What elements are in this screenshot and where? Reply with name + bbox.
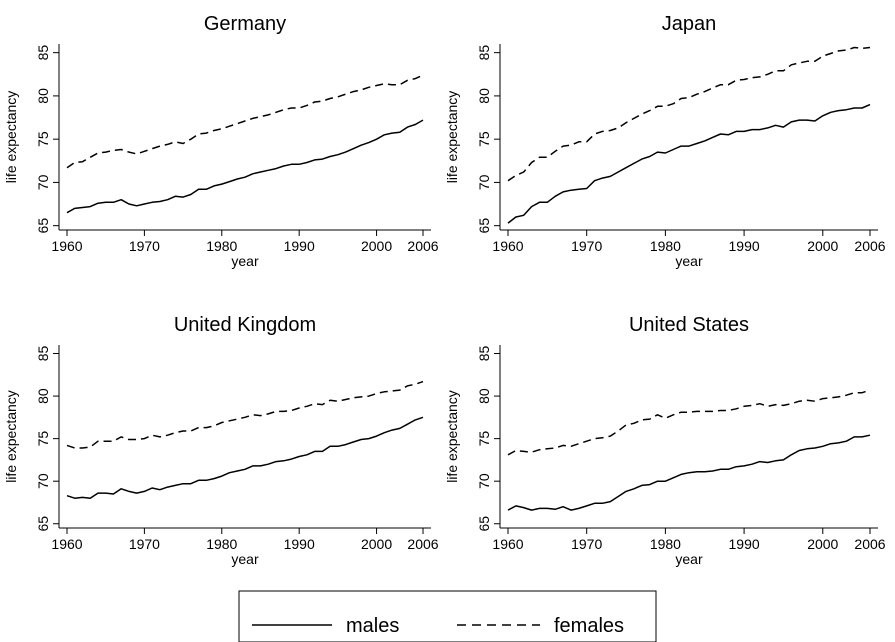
series-line-males <box>507 434 871 511</box>
legend: males females <box>238 590 657 642</box>
legend-box <box>238 590 657 642</box>
x-tick-label: 2006 <box>407 238 438 254</box>
legend-label-females: females <box>554 615 624 637</box>
panel-title: United Kingdom <box>174 314 316 336</box>
y-axis-label: life expectancy <box>3 390 19 483</box>
x-tick-label: 1960 <box>51 536 82 552</box>
y-axis-label: life expectancy <box>444 390 460 483</box>
x-tick-label: 1980 <box>206 536 237 552</box>
x-tick-label: 1990 <box>284 536 315 552</box>
panel-title: Germany <box>204 13 286 35</box>
x-tick-label: 2000 <box>361 536 392 552</box>
y-tick-label: 75 <box>476 431 492 447</box>
y-tick-label: 80 <box>35 88 51 104</box>
y-tick-label: 80 <box>35 388 51 404</box>
x-tick-label: 2000 <box>361 238 392 254</box>
y-tick-label: 85 <box>476 45 492 61</box>
y-tick-label: 75 <box>476 131 492 147</box>
x-tick-label: 1980 <box>650 536 681 552</box>
y-tick-label: 65 <box>476 218 492 234</box>
panel-germany: Germany 65 70 75 80 85 1960 1970 1980 1990 2000 200… <box>3 13 439 269</box>
series-line-females <box>507 46 871 182</box>
series-line-males <box>66 416 424 499</box>
y-tick-label: 75 <box>35 131 51 147</box>
x-tick-label: 1970 <box>129 536 160 552</box>
y-tick-label: 70 <box>35 473 51 489</box>
y-tick-label: 70 <box>35 174 51 190</box>
y-axis-label: life expectancy <box>3 91 19 184</box>
x-tick-label: 1990 <box>729 238 760 254</box>
y-tick-label: 65 <box>35 218 51 234</box>
panel-united-states: United States 65 70 75 80 85 1960 1970 1980 1990 2… <box>444 314 886 567</box>
x-tick-label: 1980 <box>206 238 237 254</box>
panel-united-kingdom: United Kingdom 65 70 75 80 85 1960 1970 1980 1990… <box>3 314 439 567</box>
x-tick-label: 1960 <box>492 536 523 552</box>
x-tick-label: 1970 <box>571 536 602 552</box>
legend-label-males: males <box>346 615 399 637</box>
x-tick-label: 1970 <box>571 238 602 254</box>
y-tick-label: 75 <box>35 431 51 447</box>
y-tick-label: 80 <box>476 388 492 404</box>
x-tick-label: 2006 <box>854 536 885 552</box>
series-line-females <box>507 389 871 456</box>
series-line-males <box>66 119 424 214</box>
x-tick-label: 1970 <box>129 238 160 254</box>
panel-title: Japan <box>662 13 717 35</box>
series-line-males <box>507 103 871 224</box>
x-axis-label: year <box>231 253 259 269</box>
y-tick-label: 85 <box>35 346 51 362</box>
panel-japan: Japan 65 70 75 80 85 1960 1970 1980 1990 2000 2006 y… <box>444 13 886 269</box>
panel-title: United States <box>629 314 749 336</box>
y-tick-label: 65 <box>476 516 492 532</box>
x-tick-label: 1990 <box>284 238 315 254</box>
x-tick-label: 2006 <box>854 238 885 254</box>
x-tick-label: 1960 <box>51 238 82 254</box>
y-tick-label: 80 <box>476 88 492 104</box>
x-tick-label: 2000 <box>807 238 838 254</box>
x-axis-label: year <box>231 551 259 567</box>
series-line-females <box>66 380 424 449</box>
x-tick-label: 1990 <box>729 536 760 552</box>
y-tick-label: 70 <box>476 174 492 190</box>
x-tick-label: 1960 <box>492 238 523 254</box>
y-tick-label: 85 <box>476 346 492 362</box>
y-tick-label: 70 <box>476 473 492 489</box>
x-tick-label: 2000 <box>807 536 838 552</box>
y-axis-label: life expectancy <box>444 91 460 184</box>
x-tick-label: 2006 <box>407 536 438 552</box>
y-tick-label: 65 <box>35 516 51 532</box>
x-axis-label: year <box>675 551 703 567</box>
x-axis-label: year <box>675 253 703 269</box>
x-tick-label: 1980 <box>650 238 681 254</box>
series-line-females <box>66 74 424 169</box>
y-tick-label: 85 <box>35 45 51 61</box>
